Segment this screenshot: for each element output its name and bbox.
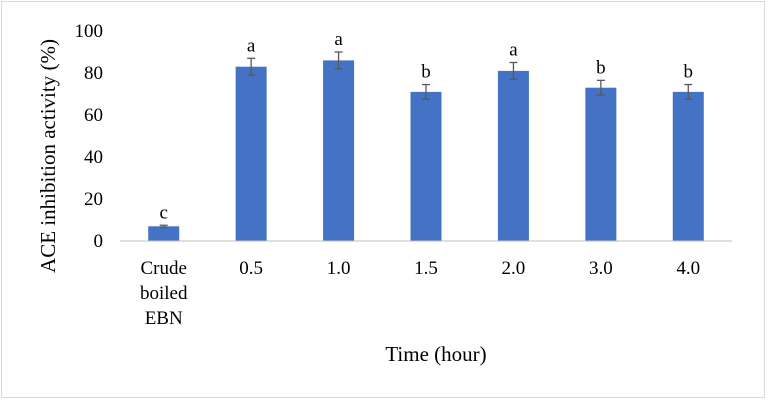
error-bar: [334, 51, 343, 70]
error-bar: [509, 61, 518, 80]
error-bars: [159, 51, 693, 229]
bar: [585, 87, 617, 241]
y-tick-label: 0: [94, 231, 104, 252]
significance-letter: c: [159, 202, 167, 223]
y-tick-label: 60: [84, 105, 103, 126]
bar: [672, 91, 704, 242]
error-bar: [684, 83, 693, 100]
y-tick-labels: 0 20 40 60 80 100: [75, 21, 104, 252]
x-tick-label: 2.0: [502, 258, 526, 279]
bar: [148, 226, 180, 241]
x-tick-label: 1.5: [414, 258, 438, 279]
x-axis-title: Time (hour): [385, 342, 486, 366]
x-tick-label: 3.0: [589, 258, 613, 279]
bar: [497, 70, 529, 242]
x-tick-label: 0.5: [239, 258, 263, 279]
y-tick-label: 80: [84, 63, 103, 84]
significance-letter: a: [247, 35, 256, 56]
x-tick-label: Crude boiled EBN: [140, 258, 188, 329]
y-tick-label: 40: [84, 147, 103, 168]
significance-letter: b: [596, 57, 606, 78]
significance-letter: b: [421, 62, 431, 83]
x-tick-label: 4.0: [676, 258, 700, 279]
bar: [323, 60, 355, 242]
significance-letter: a: [509, 40, 518, 61]
bar: [235, 66, 267, 241]
y-tick-label: 100: [75, 21, 104, 42]
significance-letter: a: [334, 29, 343, 50]
error-bar: [247, 57, 256, 76]
y-axis-title: ACE inhibition activity (%): [36, 39, 60, 273]
significance-letter: b: [684, 62, 694, 83]
x-tick-labels: Crude boiled EBN 0.5 1.0 1.5 2.0 3.0 4.0: [140, 258, 700, 329]
error-bar: [422, 83, 430, 100]
x-tick-label: 1.0: [327, 258, 351, 279]
bar: [410, 91, 442, 242]
error-bar: [159, 224, 168, 229]
error-bar: [596, 79, 605, 96]
significance-letters: c a a b a b b: [159, 29, 693, 223]
bars: [148, 60, 704, 242]
y-tick-label: 20: [84, 189, 103, 210]
